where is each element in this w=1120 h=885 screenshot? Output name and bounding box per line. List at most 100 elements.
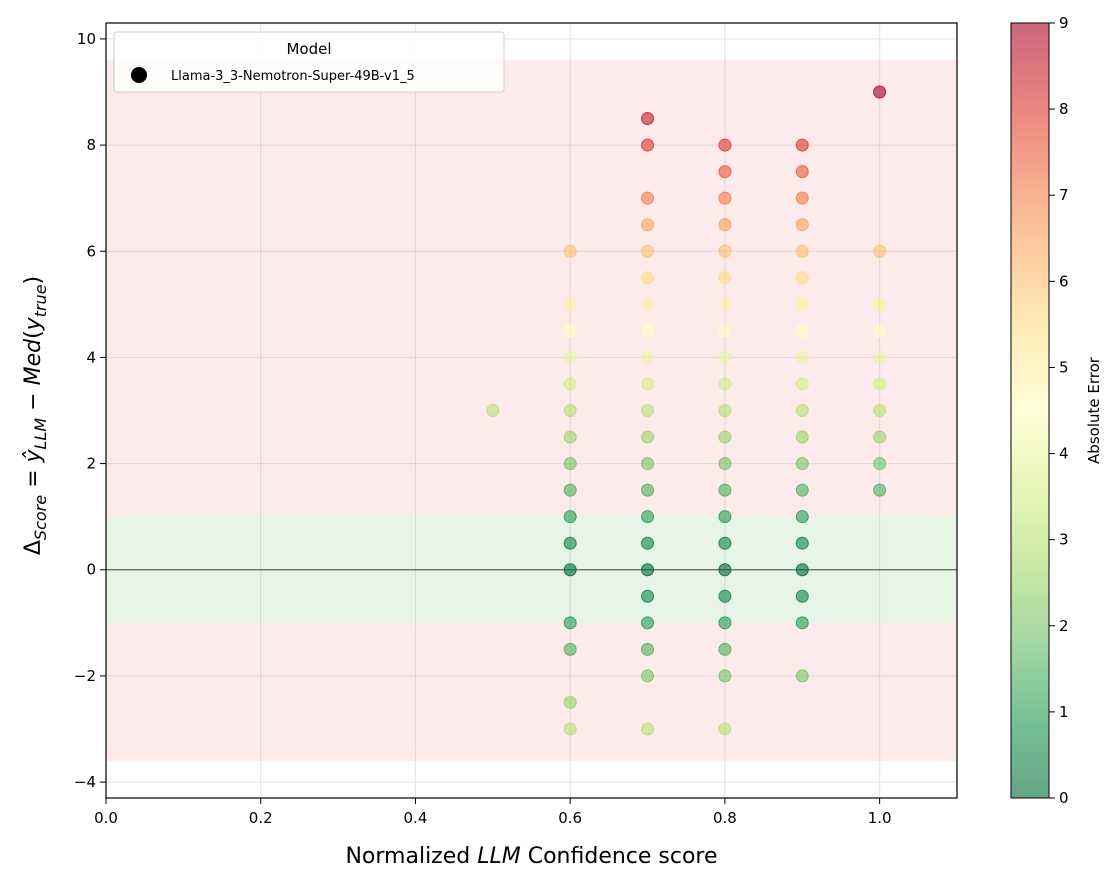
data-point [641, 457, 655, 471]
plot-frame [105, 22, 958, 799]
data-point [641, 138, 655, 152]
colorbar-tick-label: 6 [1059, 272, 1069, 290]
y-axis-label-part: LLM [31, 418, 50, 450]
y-tick-label: 0 [86, 561, 96, 579]
data-point [563, 616, 577, 630]
legend-marker [131, 67, 147, 83]
data-point [718, 377, 732, 391]
data-point [641, 536, 655, 550]
y-tick-label: −2 [74, 667, 96, 685]
data-point [641, 430, 655, 444]
data-point [718, 510, 732, 524]
data-point [795, 218, 809, 232]
data-point [795, 483, 809, 497]
data-point [718, 165, 732, 179]
data-point [795, 404, 809, 417]
data-point [563, 563, 577, 577]
data-point [873, 350, 887, 364]
x-axis: 0.0 0.2 0.4 0.6 0.8 1.0 [94, 798, 892, 827]
y-axis-label-part: ( [21, 330, 46, 339]
x-tick-label: 0.8 [713, 809, 737, 827]
x-axis-label-part: Normalized [345, 844, 477, 869]
data-point [563, 536, 577, 550]
y-tick-label: 8 [86, 136, 96, 154]
legend-title: Model [286, 40, 331, 58]
colorbar-tick-label: 0 [1059, 789, 1069, 807]
data-point [563, 404, 577, 417]
data-point [641, 218, 655, 232]
y-axis-label-part: ) [21, 276, 46, 285]
y-axis-label: ΔScore = ŷLLM − Med(ytrue) [21, 276, 50, 555]
colorbar-tick-label: 7 [1059, 186, 1069, 204]
data-point [718, 138, 732, 152]
y-tick-label: 4 [86, 348, 96, 366]
data-point [718, 563, 732, 577]
data-point [718, 483, 732, 497]
data-point [718, 669, 732, 683]
data-point [873, 85, 887, 99]
data-point [718, 218, 732, 232]
x-tick-label: 0.4 [404, 809, 428, 827]
data-point [563, 483, 577, 497]
data-point [563, 457, 577, 471]
data-point [641, 377, 655, 391]
data-point [563, 377, 577, 391]
background-bands [106, 60, 957, 761]
data-point [718, 404, 732, 417]
data-point [873, 244, 887, 258]
data-point [641, 324, 655, 338]
colorbar-tick-label: 3 [1059, 531, 1069, 549]
error-band-lower [106, 622, 957, 761]
y-axis-label-part: Score [31, 495, 50, 540]
colorbar-tick-label: 2 [1059, 617, 1069, 635]
data-point [718, 589, 732, 603]
data-point [641, 350, 655, 364]
y-axis: −4 −2 0 2 4 6 8 10 [74, 30, 106, 791]
y-tick-label: 2 [86, 455, 96, 473]
data-point [873, 324, 887, 338]
error-band-upper [106, 60, 957, 517]
x-tick-label: 1.0 [868, 809, 892, 827]
y-axis-label-part: = [21, 462, 46, 494]
colorbar-label: Absolute Error [1085, 356, 1103, 464]
data-point [641, 669, 655, 683]
data-point [795, 165, 809, 179]
data-point [795, 669, 809, 683]
data-point [718, 350, 732, 364]
data-point [795, 510, 809, 524]
data-point [718, 722, 732, 736]
y-axis-label-part: y [21, 316, 46, 331]
x-axis-label-part: LLM [477, 844, 521, 869]
data-point [795, 589, 809, 603]
y-tick-label: 6 [86, 242, 96, 260]
data-point [873, 297, 887, 311]
data-point [795, 616, 809, 630]
data-point [641, 404, 655, 417]
y-axis-label-part: Med [21, 338, 46, 386]
y-tick-label: −4 [74, 773, 96, 791]
data-point [641, 722, 655, 736]
data-point [641, 483, 655, 497]
data-point [641, 112, 655, 126]
data-point [641, 244, 655, 258]
data-point [795, 138, 809, 152]
data-point [718, 430, 732, 444]
data-point [563, 324, 577, 338]
data-point [563, 510, 577, 524]
colorbar: 0 1 2 3 4 5 6 7 8 9 Absolute Error [1010, 14, 1103, 807]
data-point [641, 297, 655, 311]
data-points [486, 85, 887, 736]
data-point [641, 642, 655, 656]
data-point [795, 350, 809, 364]
data-point [486, 404, 500, 417]
data-point [718, 324, 732, 338]
data-point [873, 377, 887, 391]
data-point [873, 404, 887, 417]
data-point [795, 297, 809, 311]
y-axis-label-part: ŷ [21, 448, 46, 463]
data-point [795, 191, 809, 205]
data-point [641, 271, 655, 285]
data-point [563, 244, 577, 258]
data-point [795, 457, 809, 471]
legend-entry-label: Llama-3_3-Nemotron-Super-49B-v1_5 [171, 69, 415, 84]
